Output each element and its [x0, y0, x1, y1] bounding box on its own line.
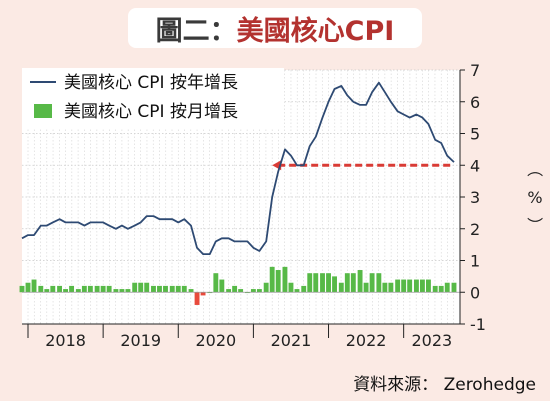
- mom-bar: [369, 273, 375, 293]
- mom-bar: [382, 282, 388, 293]
- legend-bar-swatch: [34, 104, 52, 118]
- x-tick-label: 2021: [271, 331, 312, 350]
- mom-bar: [395, 279, 401, 293]
- y-tick-label: 6: [470, 93, 480, 112]
- mom-bar: [269, 266, 275, 293]
- mom-bar: [57, 285, 63, 293]
- y-tick-label: 4: [470, 156, 480, 175]
- mom-bar: [426, 279, 431, 293]
- mom-bar: [357, 270, 363, 293]
- mom-bar: [44, 289, 50, 293]
- mom-bar: [144, 282, 150, 293]
- mom-bar: [106, 285, 112, 293]
- mom-bar: [275, 270, 281, 293]
- mom-bar: [219, 279, 225, 293]
- mom-bar: [301, 285, 307, 293]
- mom-bar: [238, 289, 244, 293]
- y-tick-label: 2: [470, 220, 480, 239]
- mom-bar: [138, 282, 144, 293]
- title-pill: 圖二： 美國核心CPI: [127, 8, 423, 48]
- mom-bar: [419, 279, 425, 293]
- chart-area: -1 0 1 2 3 4 5 6 7 （% ） 2018 2019 2020 2021 2022 2023 美國核…: [0, 56, 550, 366]
- mom-bar: [376, 273, 382, 293]
- chart-svg: -1 0 1 2 3 4 5 6 7 （% ） 2018 2019 2020 2021 2022 2023 美國核…: [19, 61, 544, 350]
- mom-bar: [438, 285, 444, 293]
- mom-bar: [63, 289, 69, 293]
- mom-bar: [19, 285, 25, 293]
- y-axis-label: ）: [525, 217, 544, 233]
- mom-bar: [181, 285, 187, 293]
- mom-bar: [81, 285, 87, 293]
- mom-bar: [307, 273, 313, 293]
- y-axis-label: （: [525, 161, 544, 177]
- mom-bar: [25, 282, 31, 293]
- x-tick-label: 2022: [346, 331, 387, 350]
- chart-title: 美國核心CPI: [236, 15, 395, 47]
- mom-bar: [263, 282, 269, 293]
- y-tick-label: 0: [470, 283, 480, 302]
- y-tick-label: 1: [470, 252, 480, 271]
- mom-bar: [151, 285, 156, 293]
- legend-box: [22, 68, 284, 128]
- mom-bar: [169, 285, 175, 293]
- mom-bar: [313, 273, 319, 293]
- mom-bar: [175, 285, 181, 293]
- y-tick-label: 3: [470, 188, 480, 207]
- mom-bar: [232, 285, 238, 293]
- mom-bar: [256, 289, 262, 293]
- mom-bar: [50, 285, 56, 293]
- mom-bar: [100, 285, 106, 293]
- mom-bar: [401, 279, 407, 293]
- mom-bar: [38, 285, 44, 293]
- mom-bar: [432, 285, 438, 293]
- mom-bar: [113, 289, 119, 293]
- mom-bar: [188, 289, 194, 293]
- mom-bar: [213, 273, 219, 293]
- mom-bar: [338, 282, 344, 293]
- mom-bar: [226, 289, 232, 293]
- legend-label-yoy: 美國核心 CPI 按年增長: [64, 73, 238, 93]
- y-tick-label: 5: [470, 125, 480, 144]
- mom-bar: [363, 282, 369, 293]
- mom-bar: [75, 289, 81, 293]
- mom-bar: [288, 282, 294, 293]
- mom-bar: [132, 282, 138, 293]
- y-tick-label: -1: [470, 315, 486, 334]
- mom-bar: [388, 282, 394, 293]
- mom-bar: [94, 285, 100, 293]
- mom-bar: [326, 273, 331, 293]
- mom-bar: [157, 285, 162, 293]
- yoy-line: [21, 81, 455, 256]
- x-tick-label: 2019: [120, 331, 161, 350]
- mom-bar: [69, 285, 75, 293]
- mom-bar: [200, 292, 206, 296]
- mom-bar: [119, 289, 125, 293]
- mom-bar: [407, 279, 413, 293]
- mom-bar: [451, 282, 457, 293]
- mom-bar: [320, 273, 325, 293]
- title-bar: 圖二： 美國核心CPI: [0, 0, 550, 56]
- mom-bar: [250, 289, 256, 293]
- legend-label-mom: 美國核心 CPI 按月增長: [64, 102, 238, 122]
- x-tick-label: 2023: [411, 331, 452, 350]
- mom-bar: [294, 289, 300, 293]
- mom-bar: [194, 292, 200, 305]
- source-note: 資料來源： Zerohedge: [353, 375, 536, 395]
- mom-bar: [87, 285, 93, 293]
- mom-bar: [282, 266, 288, 293]
- y-tick-label: 7: [470, 61, 480, 80]
- title-prefix: 圖二：: [155, 15, 237, 47]
- mom-bar: [163, 285, 168, 293]
- mom-bar: [125, 289, 131, 293]
- mom-bar: [332, 276, 337, 293]
- mom-bar: [350, 273, 356, 293]
- mom-bar: [413, 279, 419, 293]
- mom-bar: [444, 282, 450, 293]
- mom-bar: [344, 273, 350, 293]
- mom-bar: [31, 279, 37, 293]
- x-tick-label: 2018: [45, 331, 86, 350]
- y-axis-label: %: [527, 188, 542, 207]
- x-tick-label: 2020: [195, 331, 236, 350]
